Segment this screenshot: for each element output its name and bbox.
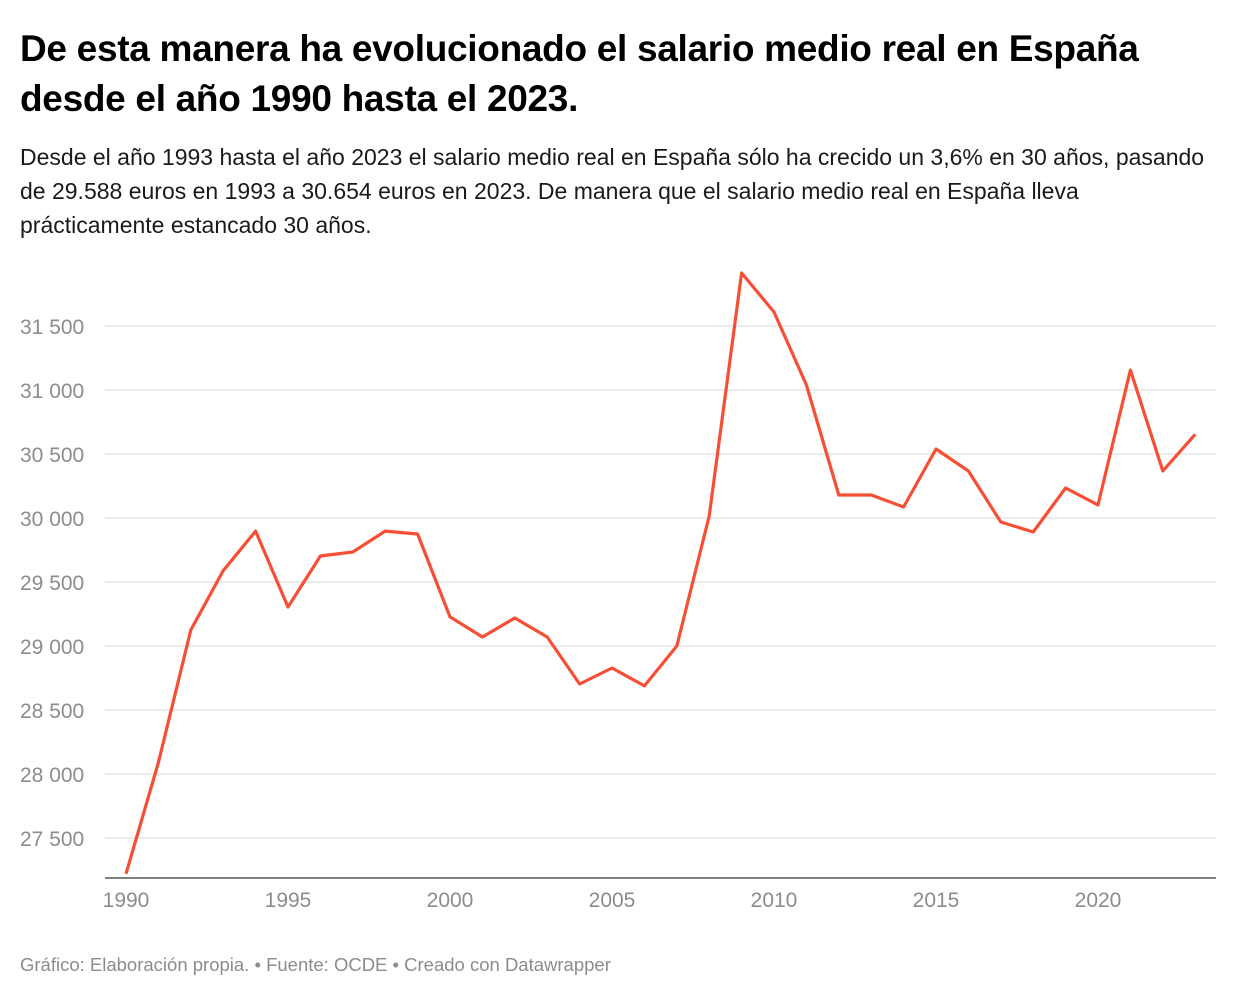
y-tick-label: 27 500 [20,828,84,851]
x-tick-label: 1995 [265,889,312,912]
y-tick-label: 29 000 [20,636,84,659]
chart-subtitle: Desde el año 1993 hasta el año 2023 el s… [20,144,1205,238]
x-tick-label: 2010 [751,889,798,912]
x-tick-label: 2015 [913,889,960,912]
series-line [124,271,1197,875]
y-tick-label: 30 000 [20,508,84,531]
y-tick-label: 28 500 [20,700,84,723]
y-tick-label: 30 500 [20,444,84,467]
y-tick-label: 31 500 [20,316,84,339]
chart-footer: Gráfico: Elaboración propia. • Fuente: O… [20,954,611,975]
x-tick-label: 2020 [1075,889,1122,912]
x-tick-label: 2005 [589,889,636,912]
x-tick-label: 2000 [427,889,474,912]
chart-title: De esta manera ha evolucionado el salari… [20,28,1139,119]
y-tick-label: 29 500 [20,572,84,595]
y-tick-label: 28 000 [20,764,84,787]
x-tick-label: 1990 [103,889,150,912]
y-tick-label: 31 000 [20,380,84,403]
